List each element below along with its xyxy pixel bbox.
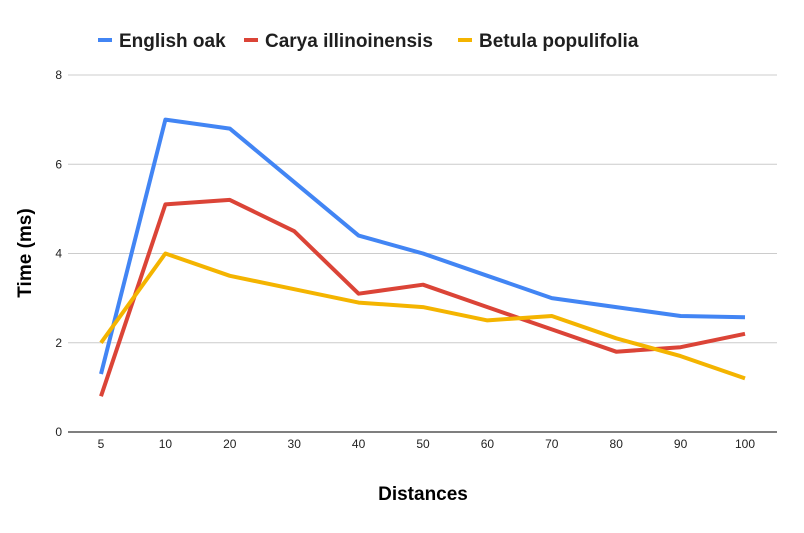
x-tick-label: 70 [545,437,559,451]
x-tick-label: 5 [98,437,105,451]
x-tick-label: 100 [735,437,755,451]
x-tick-label: 50 [416,437,430,451]
x-tick-label: 10 [159,437,173,451]
legend-item: Betula populifolia [458,31,639,52]
x-tick-label: 40 [352,437,366,451]
legend: English oak Carya illinoinensis Betula pop… [98,31,639,52]
y-axis-title: Time (ms) [15,208,36,297]
x-tick-label: 30 [288,437,302,451]
legend-label: English oak [119,31,226,52]
y-tick-label: 6 [55,157,62,171]
legend-item: Carya illinoinensis [244,31,433,52]
y-tick-label: 0 [55,425,62,439]
y-axis-ticks: 0 2 4 6 8 [55,68,62,439]
legend-item: English oak [98,31,226,52]
x-axis-ticks: 5 10 20 30 40 50 60 70 80 90 100 [98,437,756,451]
series-lines [99,117,746,397]
y-tick-label: 4 [55,247,62,261]
x-tick-label: 20 [223,437,237,451]
series-line-1 [99,197,746,397]
x-tick-label: 80 [610,437,624,451]
series-line-0 [99,117,746,375]
x-tick-label: 60 [481,437,495,451]
series-line-2 [99,251,746,381]
x-tick-label: 90 [674,437,688,451]
legend-label: Carya illinoinensis [265,31,433,52]
legend-label: Betula populifolia [479,31,639,52]
y-tick-label: 2 [55,336,62,350]
x-axis-title: Distances [378,484,468,505]
y-tick-label: 8 [55,68,62,82]
